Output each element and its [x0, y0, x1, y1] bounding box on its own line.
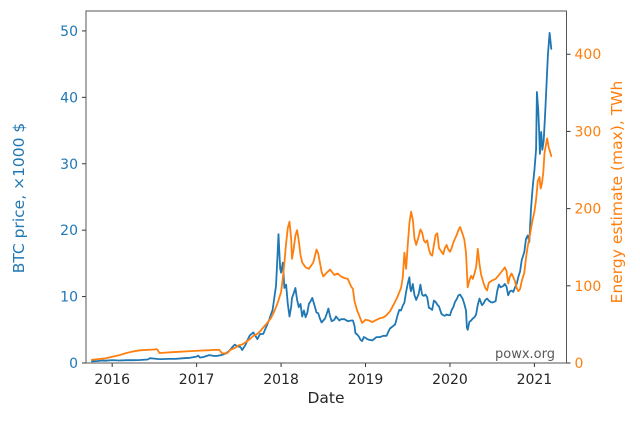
left-y-tick-label: 40: [60, 90, 78, 106]
data-lines: [91, 32, 553, 363]
plot-border: [85, 10, 567, 364]
energy-estimate-line: [91, 137, 553, 361]
left-y-tick-label: 10: [60, 290, 78, 306]
plot-spines: [85, 10, 567, 364]
right-y-tick-label: 100: [575, 279, 602, 295]
left-y-axis-title: BTC price, ×1000 $: [10, 123, 28, 274]
btc-price-line: [91, 32, 553, 363]
watermark-text: powx.org: [495, 347, 555, 362]
left-y-tick-label: 0: [69, 356, 78, 372]
left-y-tick-label: 30: [60, 157, 78, 173]
x-tick-label: 2019: [348, 372, 384, 388]
axis-ticks: 2016 2017 2018 2019 2020 2021 0 10 20 30 40 50 0 100 2…: [60, 24, 601, 388]
x-tick-label: 2021: [517, 372, 553, 388]
right-y-tick-label: 300: [575, 124, 602, 140]
x-tick-label: 2020: [432, 372, 468, 388]
right-y-tick-label: 400: [575, 47, 602, 63]
right-y-tick-label: 200: [575, 202, 602, 218]
right-y-axis-title: Energy estimate (max), TWh: [608, 81, 626, 304]
x-tick-label: 2017: [179, 372, 215, 388]
right-y-tick-label: 0: [575, 356, 584, 372]
x-tick-label: 2018: [263, 372, 299, 388]
left-y-tick-label: 50: [60, 24, 78, 40]
left-y-tick-label: 20: [60, 223, 78, 239]
x-tick-label: 2016: [94, 372, 130, 388]
x-axis-title: Date: [307, 389, 344, 407]
